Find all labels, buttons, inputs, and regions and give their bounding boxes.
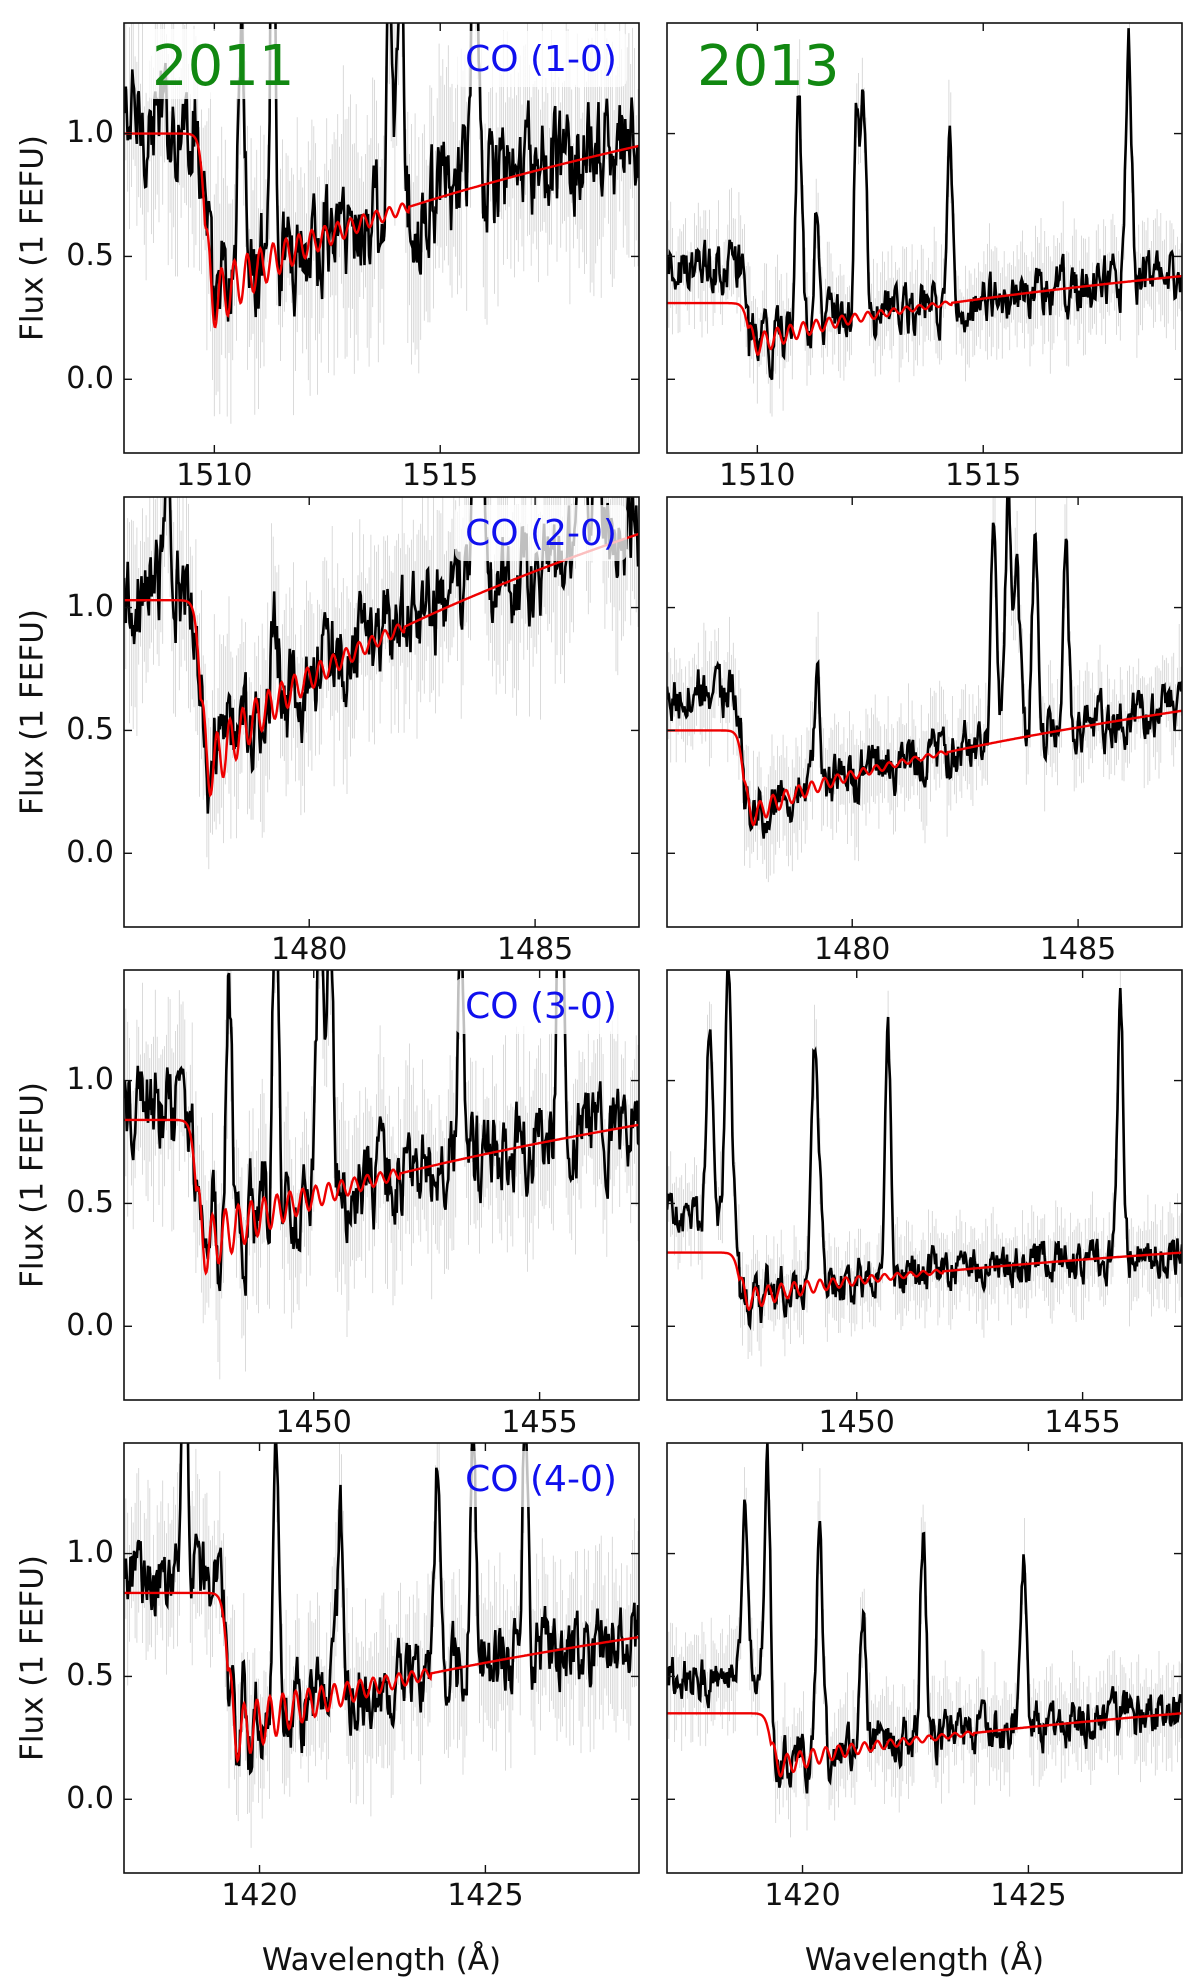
y-tick-label: 0.5 [66,238,114,273]
model-series-line [124,132,639,329]
x-tick-label: 1455 [501,1405,577,1440]
panel-co30-2013: 1450 1455 [666,969,1183,1440]
panel-co10-2013: 1510 1515 2013 [666,22,1183,493]
model-series-line [667,709,1182,827]
panel-frame [666,1442,1183,1874]
x-tick-label: 1425 [990,1878,1066,1913]
y-tick-label: 1.0 [66,115,114,150]
band-label: CO (2-0) [465,513,617,554]
band-label: CO (4-0) [465,1459,617,1500]
panel-frame [123,496,640,928]
y-axis-label: Flux (1 FEFU) [15,135,51,341]
panel-frame [123,1442,640,1874]
error-bars [667,1443,1182,1838]
band-label: CO (1-0) [465,39,617,80]
panel-co40-2013: 1420 1425 [666,1442,1183,1913]
year-label: 2011 [152,34,295,99]
panel-co40-2011: 1.0 0.5 0.0 1420 1425 CO (4-0) [66,1442,640,1913]
model-series-line [667,274,1182,356]
panel-co30-2011: 1.0 0.5 0.0 1450 1455 CO (3-0) [66,969,640,1440]
x-tick-label: 1510 [719,458,795,493]
y-axis-label: Flux (1 FEFU) [15,1555,51,1761]
x-tick-label: 1420 [764,1878,840,1913]
model-series-line [124,532,639,798]
x-tick-label: 1425 [447,1878,523,1913]
y-tick-label: 1.0 [66,1535,114,1570]
x-tick-label: 1515 [945,458,1021,493]
year-label-box [146,29,292,99]
panel-co20-2013: 1480 1485 [666,496,1183,967]
band-label-box [455,31,627,87]
y-tick-label: 0.0 [66,1781,114,1816]
panel-frame [123,969,640,1401]
x-tick-label: 1510 [176,458,252,493]
y-tick-label: 1.0 [66,589,114,624]
model-series-line [124,1591,639,1764]
data-series-line [124,23,639,322]
y-tick-label: 1.0 [66,1062,114,1097]
x-tick-label: 1485 [497,932,573,967]
data-series-line [667,1443,1182,1794]
panel-frame [666,496,1183,928]
panel-frame [666,969,1183,1401]
panel-co20-2011: 1.0 0.5 0.0 1480 1485 CO (2-0) [66,496,640,967]
error-bars [667,497,1182,883]
error-bars [124,1443,639,1848]
y-tick-label: 0.5 [66,1658,114,1693]
y-axis-label: Flux (1 FEFU) [15,609,51,815]
y-tick-label: 0.0 [66,361,114,396]
panel-frame [123,22,640,454]
panel-co10-2011: 1.0 0.5 0.0 1510 1515 CO (1-0) 2011 [66,22,640,493]
data-series-line [124,1443,639,1776]
model-series-line [667,1712,1182,1778]
y-tick-label: 0.5 [66,1185,114,1220]
y-tick-label: 0.0 [66,1308,114,1343]
year-label: 2013 [697,34,840,99]
x-axis-label: Wavelength (Å) [262,1942,501,1978]
x-tick-label: 1480 [271,932,347,967]
y-axis-label: Flux (1 FEFU) [15,1082,51,1288]
panel-frame [666,22,1183,454]
y-tick-label: 0.5 [66,712,114,747]
error-bars [124,970,639,1380]
model-series-line [667,1251,1182,1312]
x-tick-label: 1420 [221,1878,297,1913]
band-label-box [455,978,627,1034]
band-label: CO (3-0) [465,986,617,1027]
model-series-line [124,1118,639,1276]
x-axis-label: Wavelength (Å) [805,1942,1044,1978]
data-series-line [667,497,1182,839]
x-tick-label: 1455 [1044,1405,1120,1440]
x-tick-label: 1450 [819,1405,895,1440]
band-label-box [455,1451,627,1507]
x-tick-label: 1480 [814,932,890,967]
x-tick-label: 1515 [402,458,478,493]
band-label-box [455,505,627,561]
x-tick-label: 1450 [276,1405,352,1440]
x-tick-label: 1485 [1040,932,1116,967]
y-tick-label: 0.0 [66,835,114,870]
